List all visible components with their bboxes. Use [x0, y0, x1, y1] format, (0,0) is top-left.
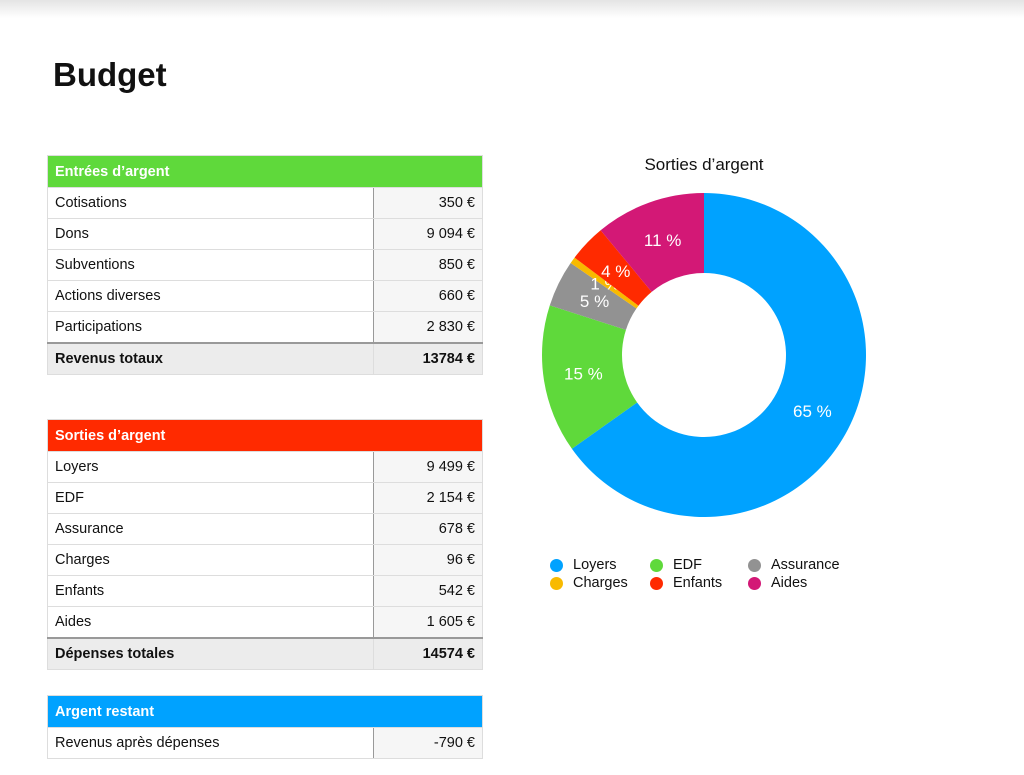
legend-dot-icon: [650, 576, 663, 590]
expenses-table: Sorties d’argent Loyers 9 499 € EDF 2 154 € A…: [47, 419, 483, 670]
total-value: 14574 €: [373, 637, 483, 670]
row-value[interactable]: 1 605 €: [373, 606, 483, 639]
legend-item: EDF: [650, 557, 748, 573]
table-row: Enfants 542 €: [47, 575, 483, 607]
table-header: Entrées d’argent: [47, 155, 483, 188]
row-value[interactable]: -790 €: [373, 727, 483, 759]
table-row: Aides 1 605 €: [47, 606, 483, 639]
slice-enfants[interactable]: [574, 230, 652, 306]
row-value[interactable]: 678 €: [373, 513, 483, 545]
table-row: Subventions 850 €: [47, 249, 483, 281]
top-bar: [0, 0, 1024, 18]
legend-label: Enfants: [673, 575, 723, 591]
slice-aides[interactable]: [600, 193, 704, 292]
legend-item: Assurance: [748, 557, 858, 573]
row-label: Charges: [47, 544, 374, 576]
row-label: Subventions: [47, 249, 374, 281]
slice-label: 65 %: [793, 402, 832, 421]
table-row: Revenus après dépenses -790 €: [47, 727, 483, 759]
table-header: Argent restant: [47, 695, 483, 728]
legend-dot-icon: [650, 558, 663, 572]
table-row: Participations 2 830 €: [47, 311, 483, 344]
total-row: Revenus totaux 13784 €: [47, 342, 483, 375]
row-label: Cotisations: [47, 187, 374, 219]
table-row: Cotisations 350 €: [47, 187, 483, 219]
row-label: EDF: [47, 482, 374, 514]
row-value[interactable]: 96 €: [373, 544, 483, 576]
legend-dot-icon: [748, 558, 761, 572]
legend-item: Charges: [550, 575, 650, 591]
legend-label: Charges: [573, 575, 628, 591]
legend-dot-icon: [550, 558, 563, 572]
table-row: Actions diverses 660 €: [47, 280, 483, 312]
legend-dot-icon: [748, 576, 761, 590]
row-value[interactable]: 660 €: [373, 280, 483, 312]
legend-label: Loyers: [573, 557, 617, 573]
legend-label: EDF: [673, 557, 702, 573]
table-row: EDF 2 154 €: [47, 482, 483, 514]
page-title: Budget: [53, 56, 167, 93]
slice-charges[interactable]: [570, 257, 639, 309]
slice-loyers[interactable]: [571, 193, 866, 517]
slice-label: 4 %: [601, 262, 630, 281]
legend-dot-icon: [550, 576, 563, 590]
table-row: Dons 9 094 €: [47, 218, 483, 250]
slice-edf[interactable]: [542, 305, 638, 449]
slice-label: 11 %: [644, 231, 682, 250]
table-row: Loyers 9 499 €: [47, 451, 483, 483]
row-value[interactable]: 9 499 €: [373, 451, 483, 483]
table-header: Sorties d’argent: [47, 419, 483, 452]
total-label: Revenus totaux: [47, 342, 374, 375]
legend-item: Loyers: [550, 557, 650, 573]
chart-legend: Loyers EDF Assurance Charges Enfants Aides: [550, 557, 858, 591]
total-value: 13784 €: [373, 342, 483, 375]
slice-assurance[interactable]: [549, 263, 637, 330]
row-label: Assurance: [47, 513, 374, 545]
row-value[interactable]: 2 154 €: [373, 482, 483, 514]
total-row: Dépenses totales 14574 €: [47, 637, 483, 670]
table-row: Assurance 678 €: [47, 513, 483, 545]
legend-label: Aides: [771, 575, 808, 591]
slice-label: 5 %: [580, 292, 609, 311]
chart-title: Sorties d’argent: [644, 155, 764, 174]
row-value[interactable]: 350 €: [373, 187, 483, 219]
row-value[interactable]: 850 €: [373, 249, 483, 281]
row-value[interactable]: 2 830 €: [373, 311, 483, 344]
income-table: Entrées d’argent Cotisations 350 € Dons 9 09…: [47, 155, 483, 375]
row-label: Enfants: [47, 575, 374, 607]
row-label: Loyers: [47, 451, 374, 483]
row-value[interactable]: 9 094 €: [373, 218, 483, 250]
legend-item: Aides: [748, 575, 858, 591]
row-label: Dons: [47, 218, 374, 250]
table-row: Charges 96 €: [47, 544, 483, 576]
row-label: Participations: [47, 311, 374, 344]
total-label: Dépenses totales: [47, 637, 374, 670]
row-value[interactable]: 542 €: [373, 575, 483, 607]
remaining-table: Argent restant Revenus après dépenses -790…: [47, 695, 483, 759]
slice-label: 15 %: [564, 365, 603, 384]
legend-label: Assurance: [771, 557, 840, 573]
row-label: Actions diverses: [47, 280, 374, 312]
row-label: Revenus après dépenses: [47, 727, 374, 759]
legend-item: Enfants: [650, 575, 748, 591]
